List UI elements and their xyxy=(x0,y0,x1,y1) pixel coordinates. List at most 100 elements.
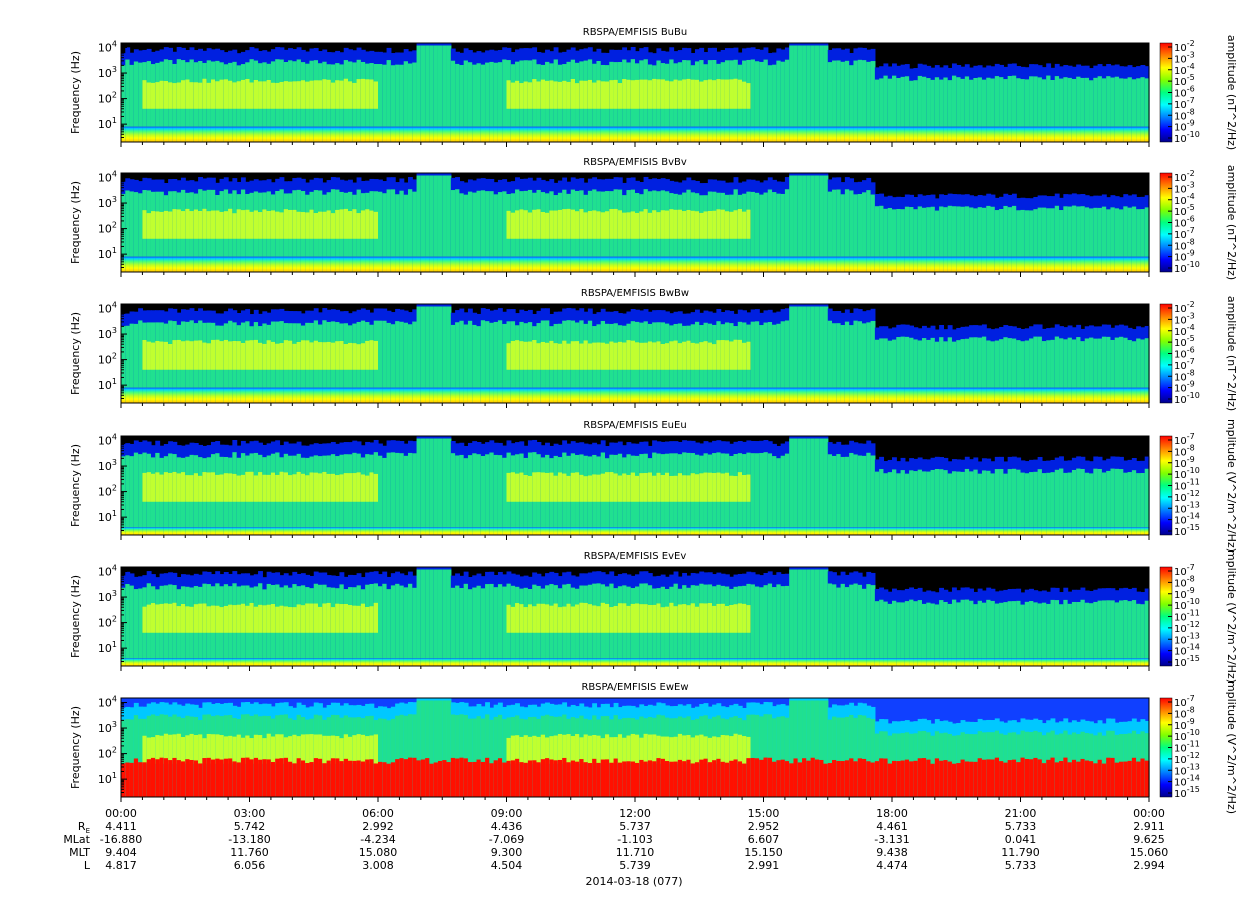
hiss-band xyxy=(163,603,169,633)
low-frequency-band xyxy=(506,126,512,142)
hiss-band xyxy=(223,736,229,764)
spectral-column xyxy=(797,438,803,535)
spectral-column xyxy=(450,587,456,666)
low-frequency-band xyxy=(437,126,443,142)
low-frequency-band xyxy=(125,762,131,797)
spectral-column xyxy=(1007,76,1013,142)
spectral-column xyxy=(840,456,846,535)
low-frequency-band xyxy=(994,126,1000,142)
low-frequency-band xyxy=(198,126,203,142)
low-frequency-band xyxy=(463,126,469,142)
spectral-column xyxy=(1046,472,1052,535)
low-frequency-band xyxy=(622,256,628,272)
spectral-column xyxy=(960,206,966,272)
low-frequency-band xyxy=(870,527,876,535)
low-frequency-band xyxy=(219,126,225,142)
hiss-band xyxy=(682,604,687,633)
low-frequency-band xyxy=(716,658,722,666)
low-frequency-band xyxy=(562,658,568,666)
spectral-column xyxy=(806,569,812,666)
low-frequency-band xyxy=(600,387,606,403)
spectral-column xyxy=(1093,77,1099,142)
low-frequency-band xyxy=(793,658,799,666)
low-frequency-band xyxy=(1029,658,1034,666)
spectral-column xyxy=(780,193,786,272)
spectral-column xyxy=(1041,602,1047,666)
low-frequency-band xyxy=(853,126,859,142)
hiss-band xyxy=(249,211,255,239)
hiss-band xyxy=(266,474,272,502)
low-frequency-band xyxy=(742,527,747,535)
spectral-column xyxy=(425,569,430,666)
low-frequency-band xyxy=(849,658,855,666)
spectral-column xyxy=(467,62,473,143)
colorbar-label: mplitude (V^2/m^2/Hz) xyxy=(1225,550,1238,683)
low-frequency-band xyxy=(1084,658,1090,666)
hiss-band xyxy=(605,343,610,370)
low-frequency-band xyxy=(630,527,636,535)
low-frequency-band xyxy=(793,126,799,142)
low-frequency-band xyxy=(266,658,272,666)
spectral-column xyxy=(129,323,135,403)
low-frequency-band xyxy=(733,126,739,142)
spectral-column xyxy=(378,455,383,535)
spectral-column xyxy=(425,175,430,272)
spectral-column xyxy=(502,586,508,666)
spectral-column xyxy=(1033,336,1039,403)
spectral-column xyxy=(969,471,974,535)
low-frequency-band xyxy=(497,387,503,403)
hiss-band xyxy=(292,734,298,764)
hiss-band xyxy=(215,81,221,109)
spectral-column xyxy=(772,64,777,142)
low-frequency-band xyxy=(635,527,640,535)
low-frequency-band xyxy=(729,658,735,666)
low-frequency-band xyxy=(827,527,833,535)
low-frequency-band xyxy=(737,126,743,142)
spectral-column xyxy=(832,455,837,535)
spectral-column xyxy=(450,324,456,403)
low-frequency-band xyxy=(322,527,328,535)
low-frequency-band xyxy=(223,387,229,403)
spectral-column xyxy=(1076,468,1082,535)
low-frequency-band xyxy=(699,527,705,535)
low-frequency-band xyxy=(1101,527,1107,535)
spectral-column xyxy=(412,321,418,403)
low-frequency-band xyxy=(626,658,632,666)
spectral-column xyxy=(759,325,765,403)
spectral-column xyxy=(121,326,126,403)
low-frequency-band xyxy=(133,256,139,272)
low-frequency-band xyxy=(442,658,448,666)
hiss-band xyxy=(673,340,679,370)
hiss-band xyxy=(729,211,735,239)
panel-title: RBSPA/EMFISIS BuBu xyxy=(583,27,687,38)
hiss-band xyxy=(279,605,285,633)
spectral-column xyxy=(780,586,786,666)
low-frequency-band xyxy=(1136,387,1142,403)
low-frequency-band xyxy=(1131,527,1137,535)
hiss-band xyxy=(575,211,580,239)
low-frequency-band xyxy=(180,126,186,142)
low-frequency-band xyxy=(266,387,272,403)
spectral-column xyxy=(1003,473,1009,535)
low-frequency-band xyxy=(1033,527,1039,535)
low-frequency-band xyxy=(536,126,542,142)
low-frequency-band xyxy=(921,658,927,666)
hiss-band xyxy=(296,736,302,764)
spectral-column xyxy=(1016,210,1022,272)
low-frequency-band xyxy=(390,387,396,403)
hiss-band xyxy=(716,79,722,109)
low-frequency-band xyxy=(836,126,842,142)
low-frequency-band xyxy=(515,126,520,142)
low-frequency-band xyxy=(262,527,268,535)
hiss-band xyxy=(652,342,658,370)
low-frequency-band xyxy=(737,658,743,666)
hiss-band xyxy=(305,81,311,109)
hiss-band xyxy=(587,79,593,109)
hiss-band xyxy=(622,473,628,502)
spectral-column xyxy=(382,457,388,535)
low-frequency-band xyxy=(506,387,512,403)
low-frequency-band xyxy=(857,658,863,666)
low-frequency-band xyxy=(412,126,418,142)
low-frequency-band xyxy=(189,126,195,142)
spectral-column xyxy=(1007,469,1013,535)
